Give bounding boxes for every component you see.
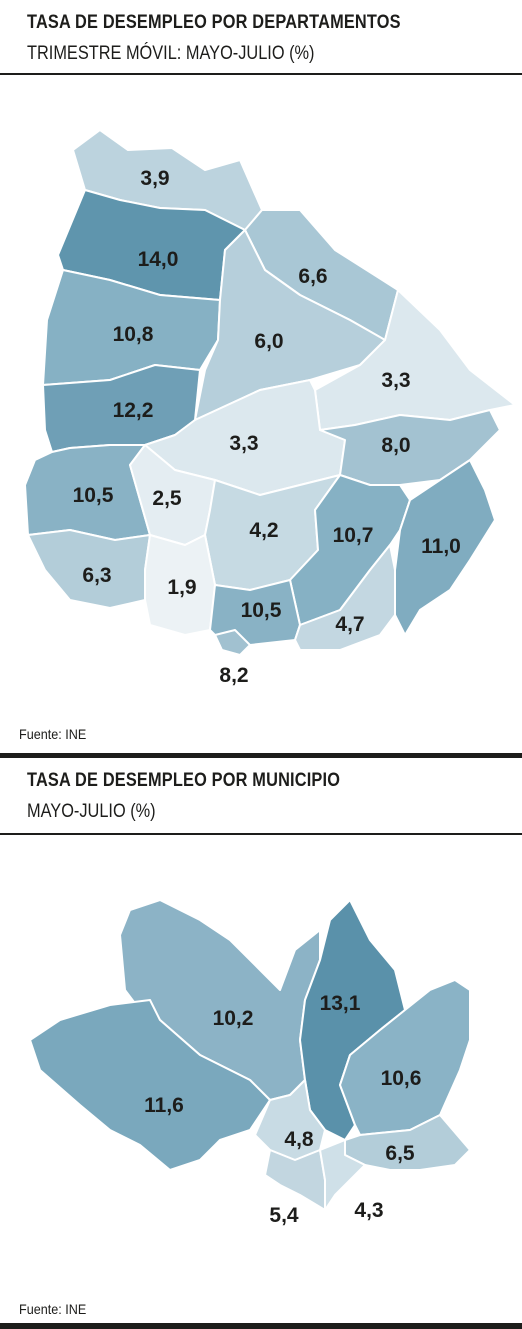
label-municipio-west: 11,6: [144, 1094, 184, 1117]
municipios-title-divider: [0, 833, 522, 835]
label-municipio-east: 10,6: [381, 1067, 422, 1090]
label-durazno: 3,3: [229, 432, 258, 455]
label-tacuarembo: 6,0: [254, 330, 283, 353]
label-artigas: 3,9: [140, 167, 169, 190]
municipios-subtitle: MAYO-JULIO (%): [27, 801, 156, 822]
label-treinta-y-tres: 8,0: [381, 434, 410, 457]
label-colonia: 6,3: [82, 564, 111, 587]
label-municipio-south-west: 5,4: [269, 1204, 299, 1227]
municipios-map: 10,2 13,1 11,6 10,6 4,8 6,5 5,4 4,3: [29, 899, 471, 1227]
region-municipio-center[interactable]: [254, 1079, 326, 1161]
label-canelones: 10,5: [241, 599, 282, 622]
departments-source: Fuente: INE: [19, 726, 87, 742]
label-cerro-largo: 3,3: [381, 369, 410, 392]
region-municipio-south[interactable]: [319, 1139, 366, 1211]
label-rivera: 6,6: [298, 265, 327, 288]
label-municipio-north-center: 10,2: [213, 1007, 254, 1030]
region-municipio-south-west[interactable]: [264, 1149, 326, 1211]
label-montevideo: 8,2: [219, 664, 248, 687]
label-lavalleja: 10,7: [333, 524, 374, 547]
label-salto: 14,0: [138, 248, 179, 271]
municipios-source: Fuente: INE: [19, 1301, 87, 1317]
region-maldonado[interactable]: [294, 544, 396, 651]
title-divider: [0, 73, 522, 75]
region-montevideo[interactable]: [214, 629, 251, 656]
bottom-divider: [0, 1323, 522, 1329]
departments-subtitle: TRIMESTRE MÓVIL: MAYO-JULIO (%): [27, 43, 315, 64]
departments-map: 3,9 14,0 6,6 10,8 6,0 3,3 12,2 3,3 8,0 1…: [24, 129, 516, 687]
region-municipio-west[interactable]: [29, 999, 271, 1171]
label-flores: 2,5: [152, 487, 182, 510]
label-florida: 4,2: [249, 519, 278, 542]
label-rio-negro: 12,2: [113, 399, 154, 422]
label-municipio-north: 13,1: [320, 992, 361, 1015]
section-divider: [0, 753, 522, 758]
label-san-jose: 1,9: [167, 576, 196, 599]
label-municipio-south: 4,3: [354, 1199, 383, 1222]
label-rocha: 11,0: [421, 535, 461, 558]
departments-title: TASA DE DESEMPLEO POR DEPARTAMENTOS: [27, 12, 401, 33]
region-san-jose[interactable]: [144, 534, 216, 636]
region-rocha[interactable]: [394, 459, 496, 636]
label-municipio-southeast: 6,5: [385, 1142, 415, 1165]
label-maldonado: 4,7: [335, 613, 364, 636]
municipios-title: TASA DE DESEMPLEO POR MUNICIPIO: [27, 770, 341, 791]
label-paysandu: 10,8: [113, 323, 154, 346]
label-soriano: 10,5: [73, 484, 114, 507]
label-municipio-center: 4,8: [284, 1128, 314, 1151]
